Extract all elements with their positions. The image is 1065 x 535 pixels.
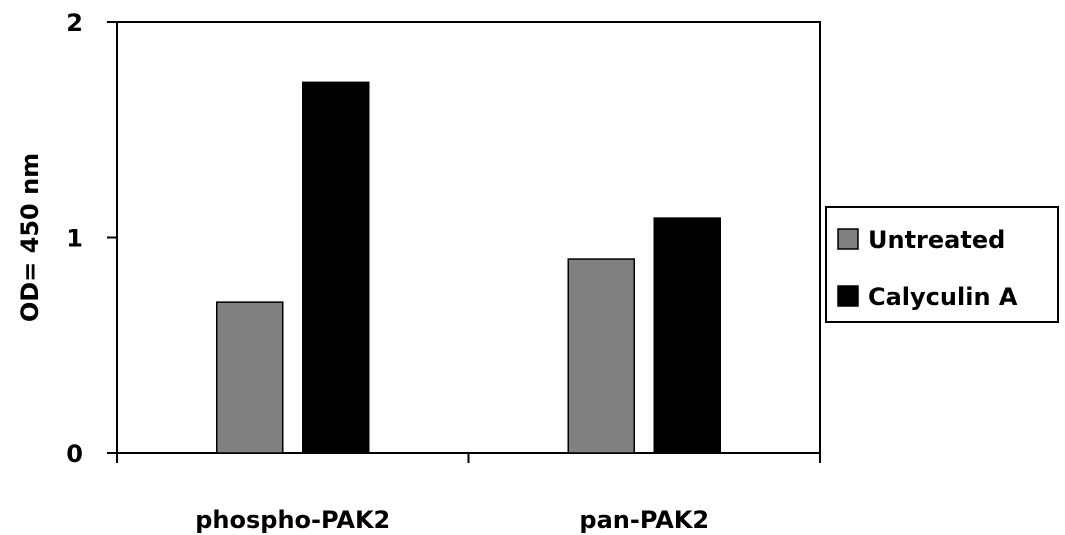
bars bbox=[216, 81, 721, 454]
x-category-label: phospho-PAK2 bbox=[195, 506, 390, 534]
bar-calyculin-a-1 bbox=[653, 217, 721, 454]
y-axis-title: OD= 450 nm bbox=[16, 153, 44, 322]
y-tick-label: 1 bbox=[66, 225, 83, 253]
category-labels: phospho-PAK2 pan-PAK2 bbox=[195, 506, 709, 534]
y-tick-label: 2 bbox=[66, 9, 83, 37]
x-category-label: pan-PAK2 bbox=[579, 506, 709, 534]
legend-label: Calyculin A bbox=[868, 283, 1018, 311]
legend-label: Untreated bbox=[868, 226, 1005, 254]
bar-calyculin-a-0 bbox=[302, 81, 370, 454]
legend-swatch bbox=[837, 228, 859, 250]
legend-swatch bbox=[837, 285, 859, 307]
y-axis: 0 1 2 bbox=[66, 9, 117, 468]
legend-box bbox=[825, 206, 1059, 323]
bar-untreated-0 bbox=[216, 301, 284, 454]
y-tick-label: 0 bbox=[66, 440, 83, 468]
legend: Untreated Calyculin A bbox=[825, 206, 1059, 323]
x-axis bbox=[116, 453, 821, 463]
bar-untreated-1 bbox=[567, 258, 635, 454]
